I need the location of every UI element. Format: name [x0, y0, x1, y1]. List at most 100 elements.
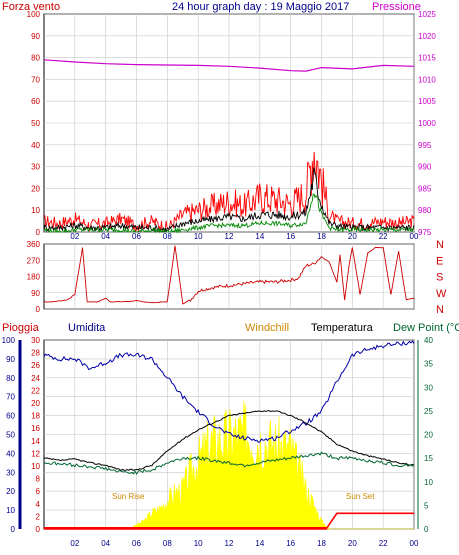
- direction-tick-label: 360: [27, 240, 41, 249]
- right-tick-label: 985: [418, 184, 432, 193]
- x-tick-label: 08: [163, 232, 172, 241]
- temp-tick-label: 30: [424, 383, 433, 392]
- humidity-tick-label: 10: [6, 506, 15, 515]
- compass-label: N: [436, 304, 444, 316]
- left-tick-label: 10: [31, 206, 40, 215]
- right-tick-label: 1015: [418, 54, 436, 63]
- x-tick-label: 14: [255, 232, 264, 241]
- left-tick-label: 30: [31, 163, 40, 172]
- x-tick-label: 18: [317, 539, 326, 548]
- rain-tick-label: 20: [31, 399, 40, 408]
- humidity-tick-label: 60: [6, 412, 15, 421]
- wind-direction-line: [43, 245, 415, 305]
- compass-label: E: [436, 255, 443, 267]
- humidity-tick-label: 0: [11, 525, 16, 534]
- rain-tick-label: 4: [36, 500, 41, 509]
- left-tick-label: 60: [31, 97, 40, 106]
- right-axis-title-pressure: Pressione: [372, 1, 421, 13]
- compass-label: N: [436, 239, 444, 251]
- right-tick-label: 1010: [418, 75, 436, 84]
- x-tick-label: 16: [286, 539, 295, 548]
- rain-tick-label: 8: [36, 475, 41, 484]
- humidity-line: [43, 340, 415, 443]
- rain-tick-label: 26: [31, 361, 40, 370]
- x-tick-label: 04: [101, 539, 110, 548]
- temp-tick-label: 20: [424, 431, 433, 440]
- left-tick-label: 50: [31, 119, 40, 128]
- right-tick-label: 1005: [418, 97, 436, 106]
- rain-tick-label: 16: [31, 424, 40, 433]
- x-tick-label: 12: [225, 539, 234, 548]
- temp-tick-label: 40: [424, 336, 433, 345]
- right-tick-label: 990: [418, 163, 432, 172]
- temp-tick-label: 10: [424, 478, 433, 487]
- rain-tick-label: 6: [36, 487, 41, 496]
- direction-tick-label: 270: [27, 256, 41, 265]
- x-tick-label: 20: [348, 232, 357, 241]
- x-tick-label: 12: [225, 232, 234, 241]
- temp-tick-label: 35: [424, 360, 433, 369]
- sunset-label: Sun Set: [346, 492, 375, 501]
- humidity-tick-label: 20: [6, 487, 15, 496]
- left-tick-label: 80: [31, 54, 40, 63]
- compass-label: S: [436, 272, 443, 284]
- legend-windchill: Windchill: [245, 322, 289, 334]
- right-tick-label: 975: [418, 228, 432, 237]
- humidity-tick-label: 40: [6, 449, 15, 458]
- rain-tick-label: 30: [31, 336, 40, 345]
- x-tick-label: 20: [348, 539, 357, 548]
- temp-tick-label: 15: [424, 454, 433, 463]
- right-tick-label: 995: [418, 141, 432, 150]
- temp-tick-label: 25: [424, 407, 433, 416]
- x-tick-label: 04: [101, 232, 110, 241]
- temp-tick-label: 0: [424, 525, 429, 534]
- x-tick-label: 10: [194, 539, 203, 548]
- rain-tick-label: 18: [31, 412, 40, 421]
- wind-gust-line: [43, 151, 415, 233]
- compass-label: W: [436, 288, 447, 300]
- temperature-line: [43, 410, 415, 471]
- rain-tick-label: 2: [36, 512, 41, 521]
- left-tick-label: 20: [31, 184, 40, 193]
- chart-title: 24 hour graph day : 19 Maggio 2017: [172, 1, 349, 13]
- x-tick-label: 18: [317, 232, 326, 241]
- rain-tick-label: 14: [31, 437, 40, 446]
- x-tick-label: 02: [70, 539, 79, 548]
- direction-tick-label: 90: [31, 289, 40, 298]
- wind-min-line: [43, 193, 415, 234]
- humidity-tick-label: 70: [6, 393, 15, 402]
- x-tick-label: 22: [379, 232, 388, 241]
- x-tick-label: 06: [132, 232, 141, 241]
- rain-tick-label: 12: [31, 449, 40, 458]
- x-tick-label: 16: [286, 232, 295, 241]
- left-tick-label: 100: [27, 10, 41, 19]
- humidity-tick-label: 100: [2, 336, 16, 345]
- left-axis-title-wind: Forza vento: [2, 1, 60, 13]
- left-tick-label: 70: [31, 75, 40, 84]
- legend-temperature: Temperatura: [311, 322, 374, 334]
- axis-title-rain: Pioggia: [2, 322, 40, 334]
- x-tick-label: 00: [410, 232, 419, 241]
- x-tick-label: 00: [410, 539, 419, 548]
- sunrise-label: Sun Rise: [112, 492, 145, 501]
- x-tick-label: 22: [379, 539, 388, 548]
- humidity-tick-label: 90: [6, 355, 15, 364]
- right-tick-label: 1025: [418, 10, 436, 19]
- rain-tick-label: 28: [31, 349, 40, 358]
- x-tick-label: 14: [255, 539, 264, 548]
- right-tick-label: 1000: [418, 119, 436, 128]
- rain-tick-label: 0: [36, 525, 41, 534]
- left-tick-label: 0: [36, 228, 41, 237]
- humidity-tick-label: 30: [6, 468, 15, 477]
- direction-tick-label: 0: [36, 305, 41, 314]
- x-tick-label: 08: [163, 539, 172, 548]
- rain-tick-label: 22: [31, 386, 40, 395]
- rain-tick-label: 10: [31, 462, 40, 471]
- humidity-tick-label: 80: [6, 374, 15, 383]
- right-tick-label: 980: [418, 206, 432, 215]
- legend-dewpoint: Dew Point (°C: [393, 322, 459, 334]
- humidity-tick-label: 50: [6, 431, 15, 440]
- axis-title-humidity: Umidita: [68, 322, 106, 334]
- temp-tick-label: 5: [424, 501, 429, 510]
